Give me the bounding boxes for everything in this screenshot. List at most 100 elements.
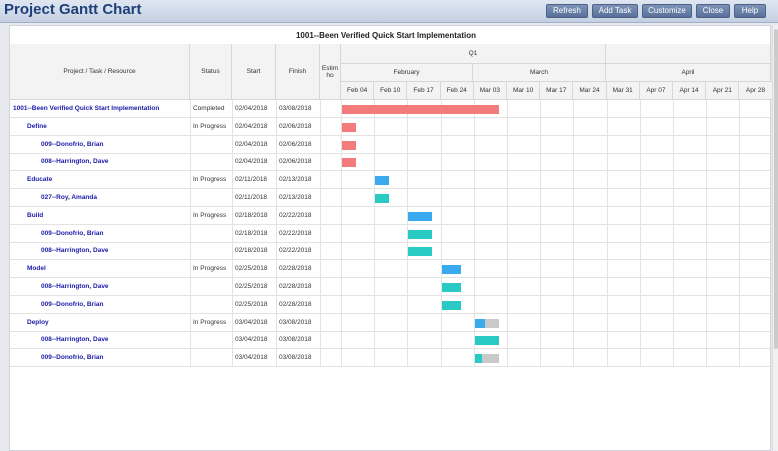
grid-line: [606, 171, 608, 189]
grid-line: [232, 295, 233, 313]
gantt-bar-progress: [474, 318, 486, 328]
grid-line: [606, 295, 608, 313]
gantt-bar[interactable]: [441, 283, 461, 292]
task-name[interactable]: 1001--Been Verified Quick Start Implemen…: [13, 105, 160, 112]
gantt-bar[interactable]: [375, 176, 390, 186]
column-header-estimated[interactable]: Estim ho: [320, 44, 341, 100]
task-name[interactable]: 027--Roy, Amanda: [41, 194, 97, 201]
grid-line: [639, 295, 641, 313]
add-task-button[interactable]: Add Task: [592, 4, 638, 18]
column-header-finish[interactable]: Finish: [276, 44, 320, 100]
grid-line: [540, 313, 542, 331]
help-button[interactable]: Help: [734, 4, 766, 18]
gantt-bar[interactable]: [474, 318, 499, 328]
task-name[interactable]: 008--Harrington, Dave: [41, 247, 109, 255]
gantt-bar[interactable]: [342, 105, 499, 114]
customize-button[interactable]: Customize: [642, 4, 692, 18]
gantt-bar-progress: [441, 300, 461, 310]
task-status: [193, 296, 233, 313]
grid-line: [573, 224, 575, 242]
task-name[interactable]: 009--Donofrio, Brian: [41, 300, 104, 308]
grid-line: [673, 242, 674, 260]
title-bar: Project Gantt Chart Refresh Add Task Cus…: [0, 0, 778, 23]
task-name[interactable]: Model: [27, 265, 46, 273]
task-name[interactable]: 008--Harrington, Dave: [41, 336, 109, 344]
task-name[interactable]: 009--Donofrio, Brian: [41, 354, 104, 362]
grid-line: [573, 171, 575, 189]
table-row[interactable]: Model In Progress 02/25/2018 02/28/2018: [10, 260, 774, 279]
grid-line: [341, 153, 342, 171]
grid-line: [320, 278, 321, 295]
table-row[interactable]: 009--Donofrio, Brian 03/04/2018 03/08/2018: [10, 349, 774, 368]
table-row[interactable]: Deploy In Progress 03/04/2018 03/08/2018: [10, 313, 774, 332]
gantt-bar[interactable]: [408, 247, 433, 257]
task-start: 02/18/2018: [235, 247, 268, 255]
grid-line: [606, 331, 608, 349]
grid-line: [276, 224, 277, 242]
table-row[interactable]: 008--Harrington, Dave 02/25/2018 02/28/201…: [10, 278, 774, 296]
task-start: 03/04/2018: [235, 336, 268, 344]
column-header-task[interactable]: Project / Task / Resource: [10, 44, 190, 100]
table-row[interactable]: 009--Donofrio, Brian 02/04/2018 02/06/2018: [10, 135, 774, 154]
gantt-bar[interactable]: [342, 140, 357, 150]
vertical-scrollbar[interactable]: [772, 25, 778, 451]
grid-line: [440, 135, 442, 153]
table-row[interactable]: 009--Donofrio, Brian 02/25/2018 02/28/2018: [10, 295, 774, 314]
gantt-bar[interactable]: [474, 336, 499, 346]
table-row[interactable]: 008--Harrington, Dave 03/04/2018 03/08/201…: [10, 331, 774, 350]
task-name[interactable]: Define: [27, 122, 47, 130]
gantt-bar-progress: [408, 247, 433, 257]
table-row[interactable]: 008--Harrington, Dave 02/04/2018 02/06/201…: [10, 153, 774, 172]
table-row[interactable]: 009--Donofrio, Brian 02/18/2018 02/22/2018: [10, 224, 774, 243]
grid-line: [232, 117, 233, 135]
gantt-bar[interactable]: [441, 265, 461, 275]
table-row[interactable]: 027--Roy, Amanda 02/11/2018 02/13/2018: [10, 189, 774, 207]
task-finish: 02/06/2018: [279, 158, 312, 166]
gantt-bar-progress: [441, 283, 461, 292]
week-header: Mar 10: [507, 82, 541, 100]
table-row[interactable]: 1001--Been Verified Quick Start Implemen…: [10, 100, 774, 118]
task-name[interactable]: 008--Harrington, Dave: [41, 158, 109, 166]
gantt-bar[interactable]: [408, 229, 433, 239]
gantt-bar[interactable]: [342, 158, 357, 168]
table-row[interactable]: 008--Harrington, Dave 02/18/2018 02/22/201…: [10, 242, 774, 261]
grid-line: [320, 295, 321, 313]
close-button[interactable]: Close: [696, 4, 730, 18]
grid-line: [407, 260, 409, 278]
grid-line: [639, 242, 641, 260]
task-name[interactable]: 009--Donofrio, Brian: [41, 229, 104, 237]
task-name[interactable]: Deploy: [27, 318, 49, 326]
grid-line: [320, 189, 321, 206]
task-name[interactable]: Build: [27, 211, 44, 219]
task-status: [193, 278, 233, 295]
grid-line: [573, 242, 575, 260]
column-header-status[interactable]: Status: [190, 44, 232, 100]
grid-line: [673, 295, 674, 313]
task-name[interactable]: Educate: [27, 176, 53, 184]
refresh-button[interactable]: Refresh: [546, 4, 588, 18]
scrollbar-thumb[interactable]: [774, 29, 778, 349]
task-status: [193, 331, 233, 348]
grid-line: [341, 224, 342, 242]
grid-line: [606, 206, 608, 224]
column-header-start[interactable]: Start: [232, 44, 276, 100]
table-row[interactable]: Educate In Progress 02/11/2018 02/13/2018: [10, 171, 774, 190]
grid-line: [507, 100, 508, 117]
task-finish: 02/22/2018: [279, 229, 312, 237]
grid-line: [706, 100, 708, 117]
table-row[interactable]: Build In Progress 02/18/2018 02/22/2018: [10, 206, 774, 225]
grid-line: [706, 135, 708, 153]
gantt-bar[interactable]: [342, 122, 357, 132]
task-finish: 02/22/2018: [279, 211, 312, 219]
task-name[interactable]: 009--Donofrio, Brian: [41, 140, 104, 148]
grid-line: [673, 117, 674, 135]
grid-line: [739, 153, 741, 171]
table-row[interactable]: Define In Progress 02/04/2018 02/06/2018: [10, 117, 774, 136]
gantt-bar[interactable]: [408, 211, 433, 221]
task-name[interactable]: 008--Harrington, Dave: [41, 283, 109, 290]
gantt-bar[interactable]: [474, 354, 499, 364]
grid-line: [341, 135, 342, 153]
task-finish: 03/08/2018: [279, 318, 312, 326]
gantt-bar[interactable]: [441, 300, 461, 310]
gantt-bar[interactable]: [375, 194, 390, 203]
